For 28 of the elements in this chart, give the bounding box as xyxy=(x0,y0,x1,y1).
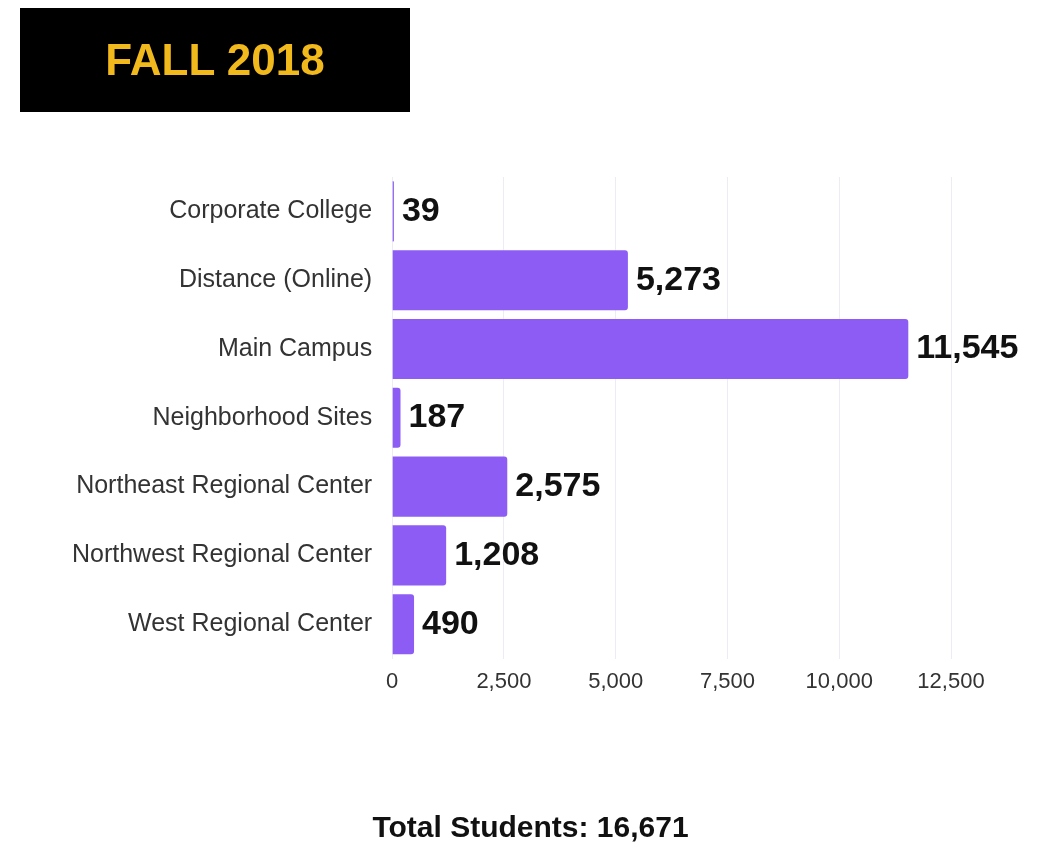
y-tick-label: Main Campus xyxy=(217,332,373,361)
x-tick-label: 12,500 xyxy=(917,667,985,693)
data-label: 5,273 xyxy=(635,258,721,297)
y-tick-label: Neighborhood Sites xyxy=(152,401,373,430)
x-tick-label: 7,500 xyxy=(699,667,755,693)
data-label: 490 xyxy=(422,602,479,641)
data-label: 187 xyxy=(408,396,466,435)
data-label: 39 xyxy=(401,189,440,228)
y-tick-label: West Regional Center xyxy=(128,608,373,637)
bar xyxy=(392,250,628,311)
y-tick-label: Northwest Regional Center xyxy=(71,539,373,568)
x-tick-label: 10,000 xyxy=(805,667,873,693)
x-tick-label: 2,500 xyxy=(476,667,532,693)
data-label: 1,208 xyxy=(454,533,540,572)
chart-title: FALL 2018 xyxy=(20,8,410,112)
data-label: 2,575 xyxy=(515,464,601,503)
bar xyxy=(392,525,447,586)
y-tick-label: Northeast Regional Center xyxy=(76,470,373,499)
y-tick-label: Distance (Online) xyxy=(179,264,373,293)
text: Total Students: 16,671 xyxy=(371,810,690,844)
data-label: 11,545 xyxy=(916,327,1019,366)
bar xyxy=(392,594,415,655)
bar xyxy=(392,387,401,448)
x-tick-label: 0 xyxy=(386,667,399,693)
bar xyxy=(392,456,508,517)
x-tick-label: 5,000 xyxy=(588,667,644,693)
bar xyxy=(392,318,909,380)
y-tick-label: Corporate College xyxy=(169,195,373,224)
